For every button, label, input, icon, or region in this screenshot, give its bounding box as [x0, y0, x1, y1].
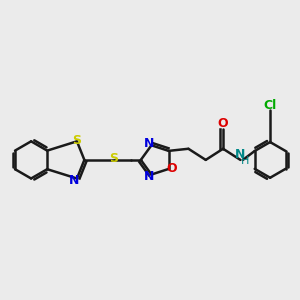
Text: H: H	[241, 156, 249, 166]
Text: N: N	[144, 170, 155, 183]
Text: N: N	[144, 137, 155, 150]
Text: Cl: Cl	[263, 99, 277, 112]
Text: N: N	[69, 175, 80, 188]
Text: O: O	[218, 118, 228, 130]
Text: N: N	[235, 148, 246, 161]
Text: O: O	[166, 162, 177, 176]
Text: S: S	[110, 152, 118, 165]
Text: S: S	[72, 134, 81, 147]
